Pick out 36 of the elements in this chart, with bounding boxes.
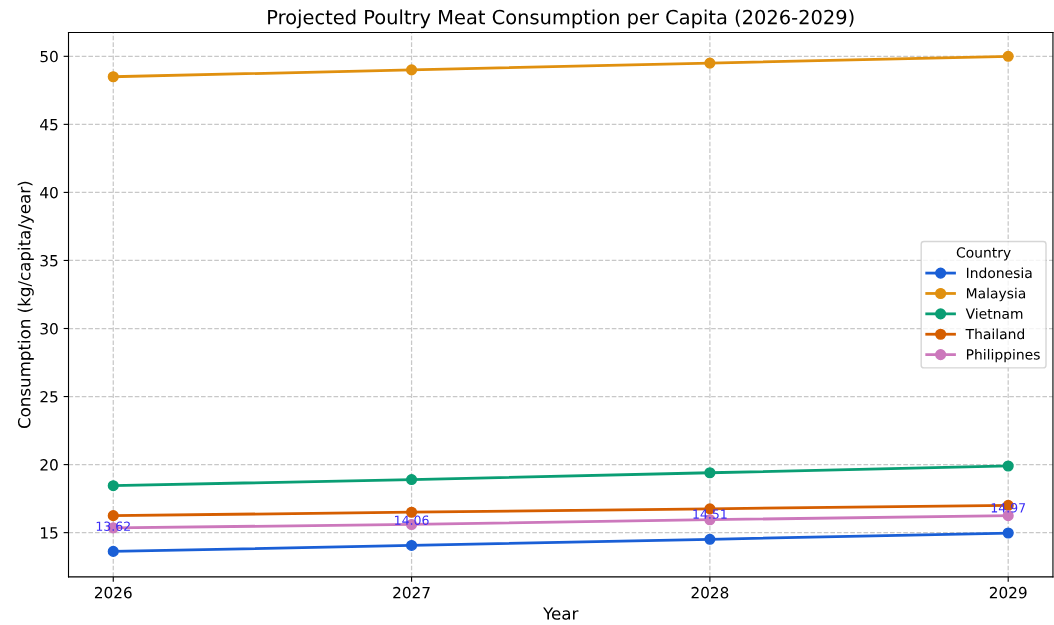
point: [1002, 527, 1014, 539]
legend-label: Vietnam: [965, 308, 1023, 319]
point: [107, 510, 119, 522]
y-tick-label: 35: [40, 254, 58, 267]
x-tick-label: 2029: [989, 586, 1027, 599]
y-tick-label: 30: [40, 322, 58, 335]
data-label: 13.62: [96, 521, 130, 531]
y-tick-label: 15: [41, 527, 58, 539]
legend-label: Philippines: [966, 348, 1040, 363]
point: [406, 474, 418, 486]
point: [107, 71, 119, 83]
y-tick-label: 40: [40, 186, 58, 199]
data-label: 14.06: [395, 515, 429, 525]
legend-label: Thailand: [965, 328, 1024, 340]
legend-title: Country: [956, 247, 1011, 261]
point: [704, 467, 716, 479]
y-tick-label: 20: [40, 459, 58, 471]
point: [406, 64, 418, 76]
y-axis-title: Consumption (kg/capita/year): [17, 181, 34, 429]
y-tick-label: 50: [40, 50, 58, 63]
chart-title: Projected Poultry Meat Consumption per Capita (2026-2029): [268, 9, 854, 29]
point: [406, 539, 418, 551]
y-tick-label: 25: [40, 391, 58, 403]
point: [107, 480, 119, 492]
legend-label: Indonesia: [966, 267, 1032, 279]
x-axis-title: Year: [543, 607, 579, 620]
point: [704, 57, 716, 69]
point: [1002, 50, 1014, 62]
point: [1002, 460, 1014, 472]
x-tick-label: 2027: [393, 586, 430, 599]
point: [704, 533, 716, 545]
point: [107, 545, 119, 557]
y-tick-label: 45: [40, 119, 58, 131]
x-tick-label: 2028: [691, 586, 729, 599]
legend-label: Malaysia: [966, 287, 1026, 302]
x-tick-label: 2026: [94, 586, 132, 599]
